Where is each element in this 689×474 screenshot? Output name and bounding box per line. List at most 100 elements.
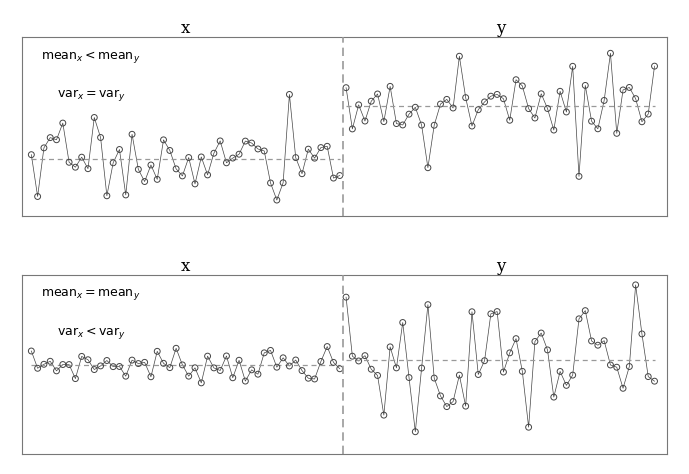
Point (454, 371, 465, 379)
Point (234, 150, 245, 158)
Point (196, 153, 207, 161)
Point (643, 373, 654, 381)
Point (259, 349, 270, 356)
Text: x: x (181, 258, 190, 275)
Point (152, 175, 163, 183)
Point (504, 349, 515, 356)
Point (555, 88, 566, 95)
Point (114, 146, 125, 153)
Point (127, 130, 138, 138)
Point (70, 164, 81, 171)
Point (83, 165, 94, 173)
Point (340, 293, 351, 301)
Point (158, 359, 169, 367)
Point (95, 362, 106, 370)
Point (466, 308, 477, 316)
Point (246, 366, 257, 374)
Point (454, 53, 465, 60)
Point (504, 117, 515, 124)
Point (561, 382, 572, 389)
Point (25, 151, 37, 158)
Point (649, 377, 660, 385)
Point (492, 91, 503, 98)
Point (579, 307, 590, 314)
Point (189, 364, 200, 372)
Point (398, 121, 409, 129)
Point (127, 356, 138, 364)
Point (573, 315, 584, 323)
Point (107, 159, 119, 166)
Point (309, 375, 320, 383)
Point (334, 365, 345, 373)
Point (360, 352, 371, 359)
Point (555, 368, 566, 375)
Point (473, 106, 484, 113)
Point (360, 117, 371, 125)
Point (278, 354, 289, 362)
Point (32, 365, 43, 372)
Point (435, 392, 446, 400)
Point (366, 365, 377, 373)
Point (605, 361, 616, 369)
Point (384, 82, 395, 90)
Point (599, 97, 610, 104)
Point (25, 347, 37, 355)
Point (637, 330, 648, 337)
Point (637, 118, 648, 126)
Point (353, 101, 364, 109)
Point (252, 370, 263, 378)
Point (441, 96, 452, 103)
Point (95, 134, 106, 141)
Text: $\mathrm{var}_x = \mathrm{var}_y$: $\mathrm{var}_x = \mathrm{var}_y$ (57, 87, 126, 103)
Text: y: y (495, 20, 505, 37)
Point (290, 356, 301, 364)
Text: y: y (495, 258, 505, 275)
Point (548, 126, 559, 134)
Point (171, 345, 182, 352)
Point (101, 357, 112, 365)
Point (296, 170, 307, 177)
Point (322, 343, 333, 350)
Point (378, 118, 389, 126)
Point (45, 134, 56, 141)
Point (410, 103, 421, 111)
Point (215, 367, 226, 374)
Point (536, 329, 547, 337)
Point (416, 121, 427, 129)
Point (410, 428, 421, 436)
Point (605, 49, 616, 57)
Point (485, 92, 496, 100)
Point (347, 352, 358, 360)
Point (617, 384, 628, 392)
Point (252, 145, 263, 153)
Point (593, 125, 604, 133)
Point (227, 154, 238, 162)
Point (164, 146, 175, 154)
Point (479, 357, 490, 365)
Point (302, 146, 313, 153)
Point (542, 346, 553, 354)
Point (523, 105, 534, 112)
Point (498, 368, 509, 376)
Point (221, 159, 232, 166)
Point (227, 374, 238, 382)
Point (284, 362, 295, 370)
Point (246, 139, 257, 147)
Point (145, 161, 156, 169)
Point (45, 357, 56, 365)
Point (171, 165, 182, 173)
Point (271, 196, 282, 204)
Point (529, 114, 540, 122)
Text: $\mathrm{var}_x < \mathrm{var}_y$: $\mathrm{var}_x < \mathrm{var}_y$ (57, 325, 126, 341)
Point (542, 105, 553, 112)
Point (567, 63, 578, 70)
Point (328, 174, 339, 182)
Point (101, 192, 112, 200)
Point (422, 164, 433, 172)
Text: $\mathrm{mean}_x < \mathrm{mean}_y$: $\mathrm{mean}_x < \mathrm{mean}_y$ (41, 49, 141, 65)
Point (492, 308, 503, 315)
Point (284, 91, 295, 98)
Point (517, 82, 528, 90)
Point (76, 353, 88, 360)
Point (114, 363, 125, 370)
